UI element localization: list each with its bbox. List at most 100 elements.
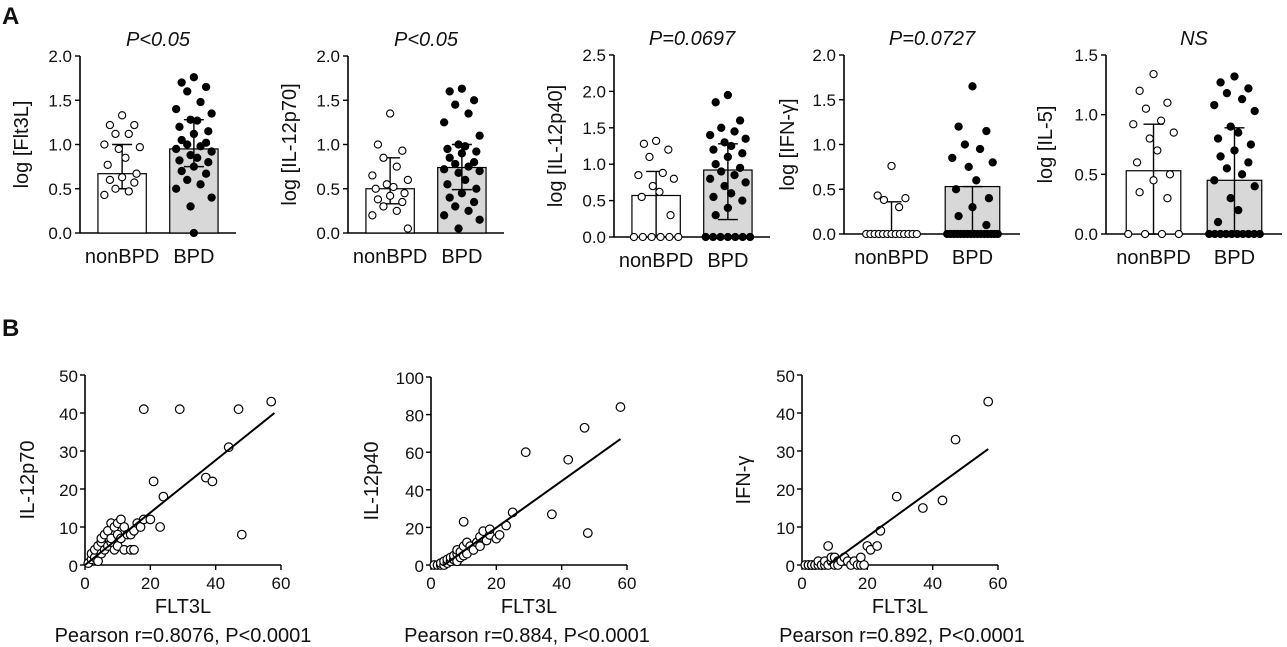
data-point-bpd <box>1216 152 1225 161</box>
data-point-nonbpd <box>1174 229 1183 239</box>
data-point-bpd <box>709 192 718 202</box>
data-point-bpd <box>443 144 452 154</box>
data-point-bpd <box>720 181 729 191</box>
data-point-nonbpd <box>666 211 675 220</box>
data-point-nonbpd <box>873 191 882 200</box>
data-point-bpd <box>1250 182 1259 191</box>
y-tick-label: 1.5 <box>582 119 606 138</box>
data-point-bpd <box>1222 164 1232 173</box>
y-tick-label: 0 <box>415 557 424 576</box>
x-tick-label: 20 <box>141 574 160 593</box>
data-point-bpd <box>1244 158 1253 167</box>
y-tick-label: 1.5 <box>316 91 340 110</box>
y-tick-label: 100 <box>396 369 424 388</box>
data-point-nonbpd <box>645 152 654 162</box>
data-point-bpd <box>723 152 733 162</box>
data-point-bpd <box>711 98 720 107</box>
data-point-nonbpd <box>368 211 377 220</box>
data-point-bpd <box>196 180 205 189</box>
y-tick-label: 60 <box>405 444 424 463</box>
y-axis-label: IFN-γ <box>733 456 755 505</box>
y-tick-label: 40 <box>59 405 78 424</box>
data-point-bpd <box>451 100 460 109</box>
regression-line <box>827 448 989 566</box>
data-point-bpd <box>968 202 977 212</box>
data-point-bpd <box>741 134 750 143</box>
y-axis-label: log [IFN-γ] <box>777 98 799 190</box>
data-point-bpd <box>189 129 199 139</box>
y-tick-label: 20 <box>776 481 795 500</box>
data-point <box>917 503 928 513</box>
data-point-bpd <box>454 224 463 233</box>
y-tick-label: 80 <box>405 407 424 426</box>
data-point-nonbpd <box>879 195 889 205</box>
data-point <box>148 476 159 487</box>
y-tick-label: 1.5 <box>48 91 72 110</box>
x-tick-label: 60 <box>618 574 637 593</box>
data-point-bpd <box>445 153 454 162</box>
data-point-bpd <box>464 206 473 216</box>
y-tick-label: 2.0 <box>316 47 340 66</box>
data-point-bpd <box>451 159 460 169</box>
y-axis-label: log [IL-12p40] <box>545 85 567 207</box>
data-point-bpd <box>717 123 726 132</box>
data-point-nonbpd <box>651 136 661 146</box>
data-point-bpd <box>709 145 718 154</box>
y-axis-label: IL-12p40 <box>361 442 383 521</box>
y-axis-label: log [IL-5] <box>1035 106 1057 184</box>
data-point-nonbpd <box>398 146 407 155</box>
data-point <box>129 544 139 555</box>
x-tick-label: 20 <box>858 574 877 593</box>
data-point-bpd <box>738 149 747 158</box>
data-point-nonbpd <box>901 194 910 203</box>
y-tick-label: 2.0 <box>582 82 606 101</box>
data-point-bpd <box>954 122 963 131</box>
data-point-nonbpd <box>389 182 398 192</box>
data-point-bpd <box>439 118 449 127</box>
data-point-bpd <box>439 211 449 220</box>
data-point-bpd <box>454 140 463 149</box>
data-point-bpd <box>705 130 715 140</box>
data-point <box>872 541 883 551</box>
data-point-bpd <box>461 142 470 151</box>
data-point-nonbpd <box>1141 104 1151 113</box>
category-label: nonBPD <box>353 246 428 268</box>
pearson-caption: Pearson r=0.892, P<0.0001 <box>779 625 1025 647</box>
data-point-nonbpd <box>400 189 409 198</box>
data-point-nonbpd <box>658 168 667 178</box>
data-point-bpd <box>475 131 484 140</box>
data-point-nonbpd <box>637 192 646 202</box>
x-tick-label: 20 <box>487 574 506 593</box>
data-point-bpd <box>443 180 452 189</box>
data-point-bpd <box>972 176 981 185</box>
data-point-bpd <box>193 116 202 125</box>
charts-layer: 0.0 0.5 1.0 1.5 2.0 log [Flt3L] P<0.05 nonBPD BP… <box>11 28 1282 647</box>
data-point-nonbpd <box>130 120 139 130</box>
data-point-bpd <box>472 147 481 156</box>
y-tick-label: 30 <box>776 443 795 462</box>
chart-il12p40: 0.0 0.5 1.0 1.5 2.0 2.5 log [IL-12p40] P=0.0697… <box>545 28 770 272</box>
data-point-bpd <box>982 126 991 136</box>
data-point-bpd <box>993 229 1002 239</box>
data-point-bpd <box>189 73 199 82</box>
data-point-nonbpd <box>124 129 133 139</box>
data-point-nonbpd <box>111 129 120 139</box>
data-point-bpd <box>741 178 750 187</box>
data-point-nonbpd <box>1140 229 1150 239</box>
data-point-nonbpd <box>1157 229 1167 239</box>
data-point-nonbpd <box>403 224 413 233</box>
x-tick-label: 40 <box>206 574 225 593</box>
data-point <box>520 447 531 458</box>
data-point-nonbpd <box>371 184 380 193</box>
data-point-bpd <box>723 203 733 213</box>
data-point <box>145 514 156 525</box>
data-point-bpd <box>988 158 997 167</box>
data-point-bpd <box>464 162 473 171</box>
data-point-nonbpd <box>373 140 383 149</box>
data-point-bpd <box>475 215 484 224</box>
data-point-nonbpd <box>1165 170 1175 179</box>
data-point-bpd <box>1234 205 1243 215</box>
data-point <box>582 528 593 538</box>
data-point-nonbpd <box>124 187 133 196</box>
data-point-bpd <box>472 184 481 193</box>
